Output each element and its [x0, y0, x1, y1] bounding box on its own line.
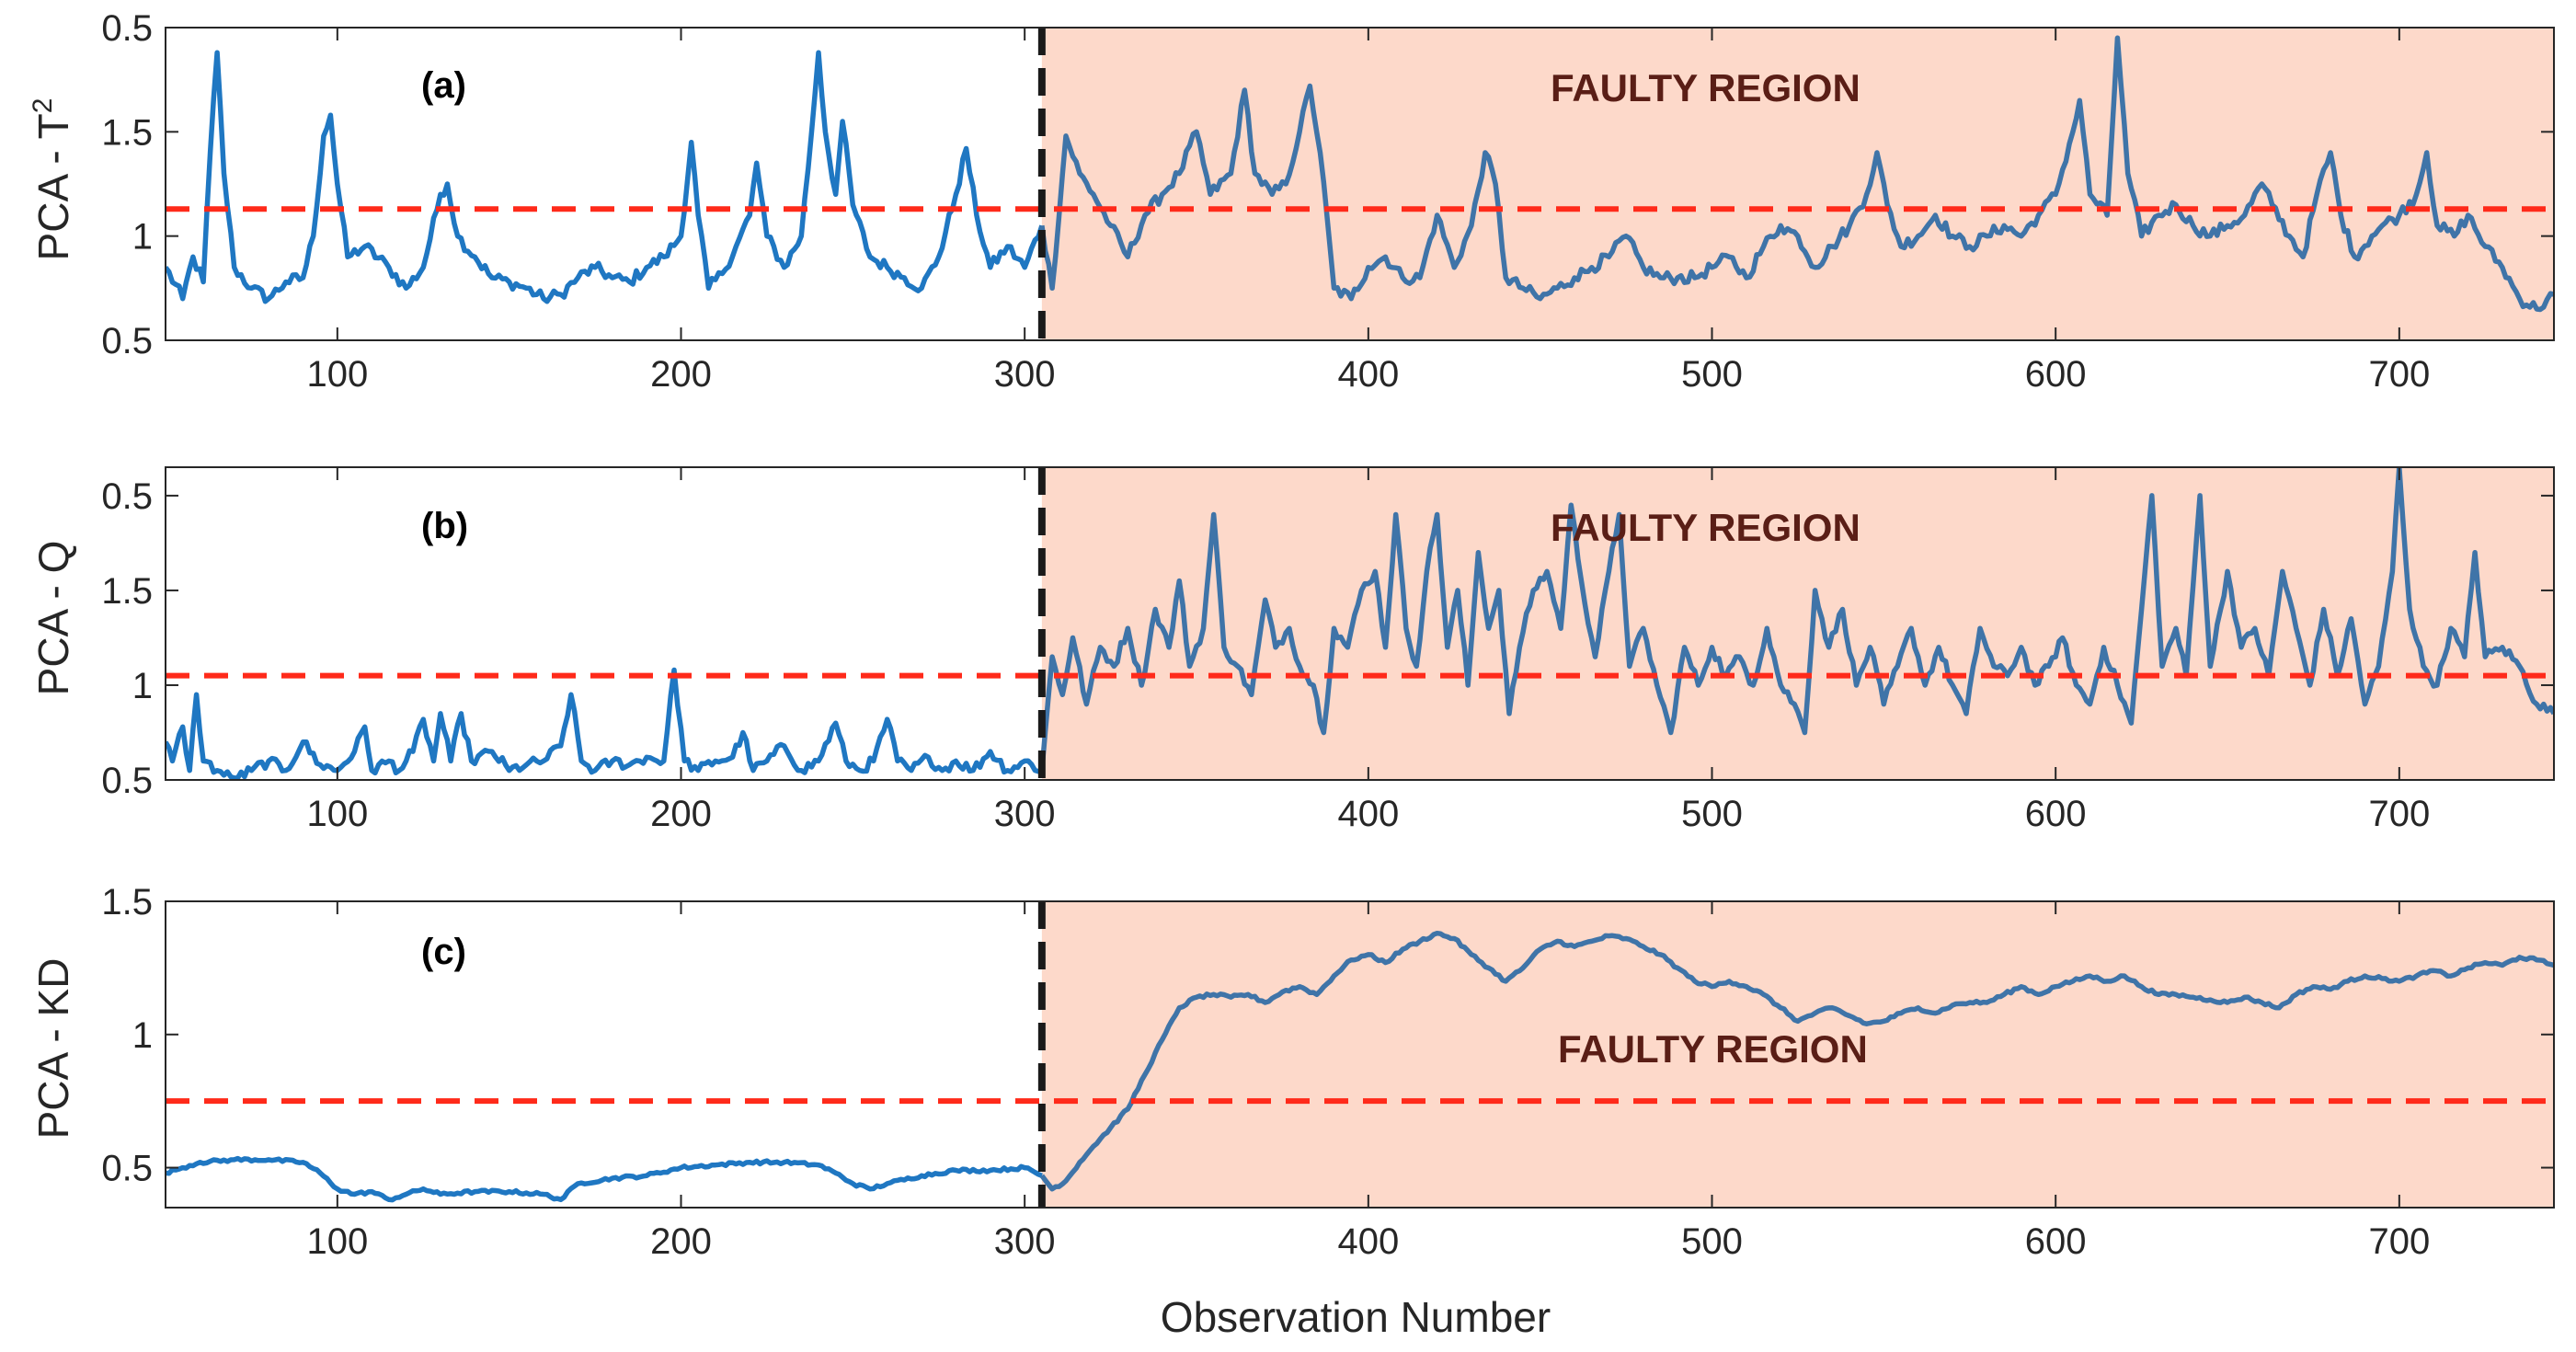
x-tick-label-a: 500 [1681, 354, 1743, 395]
y-tick-label-a: 1 [132, 217, 153, 258]
axes-box-b [165, 466, 2555, 781]
panel-c: 100 200 300 400 500 600 700 0.5 1 1.5 PCA - KD (c)… [29, 882, 2555, 1341]
axes-box-c [165, 900, 2555, 1209]
x-tick-label-a: 200 [650, 354, 712, 395]
x-tick-label-c: 300 [994, 1221, 1056, 1262]
axes-box-a [165, 27, 2555, 341]
series-line-normal-a [166, 50, 1045, 304]
x-tick-label-c: 700 [2368, 1221, 2430, 1262]
panel-label-c: (c) [421, 932, 466, 972]
x-tick-label-b: 300 [994, 794, 1056, 834]
y-tick-label-b: 0.5 [101, 761, 153, 801]
y-tick-label-c: 1.5 [101, 882, 153, 922]
x-tick-label-a: 600 [2025, 354, 2087, 395]
panel-label-b: (b) [421, 506, 468, 546]
x-tick-label-a: 700 [2368, 354, 2430, 395]
x-tick-label-c: 400 [1337, 1221, 1399, 1262]
x-tick-label-b: 500 [1681, 794, 1743, 834]
x-tick-label-b: 400 [1337, 794, 1399, 834]
faulty-region-fill-a [1041, 28, 2554, 340]
faulty-region-label-b: FAULTY REGION [1551, 506, 1860, 549]
x-tick-label-c: 500 [1681, 1221, 1743, 1262]
y-axis-label-c: PCA - KD [29, 958, 77, 1140]
y-tick-label-c: 0.5 [101, 1149, 153, 1189]
x-tick-label-a: 400 [1337, 354, 1399, 395]
faulty-region-label-c: FAULTY REGION [1558, 1027, 1868, 1071]
y-axis-label-b: PCA - Q [29, 541, 77, 696]
faulty-region-label-a: FAULTY REGION [1551, 66, 1860, 109]
series-line-faulty-b [1039, 467, 2554, 771]
series-line-faulty-c [1039, 930, 2554, 1192]
x-tick-label-c: 600 [2025, 1221, 2087, 1262]
faulty-region-fill-b [1041, 467, 2554, 780]
x-tick-label-a: 100 [306, 354, 368, 395]
x-tick-label-a: 300 [994, 354, 1056, 395]
panel-label-a: (a) [421, 65, 466, 106]
y-tick-label-b: 0.5 [101, 476, 153, 517]
x-tick-label-b: 200 [650, 794, 712, 834]
panel-b: 100 200 300 400 500 600 700 0.5 1 1.5 0.5 PCA - Q (… [29, 466, 2555, 834]
y-tick-label-a: 1.5 [101, 112, 153, 153]
y-tick-label-b: 1 [132, 666, 153, 706]
y-axis-label-a: PCA - T2 [28, 98, 77, 261]
x-tick-label-c: 200 [650, 1221, 712, 1262]
x-tick-label-b: 600 [2025, 794, 2087, 834]
series-line-normal-b [166, 667, 1043, 780]
series-line-normal-c [166, 1155, 1043, 1203]
x-tick-label-b: 700 [2368, 794, 2430, 834]
x-axis-label: Observation Number [1161, 1293, 1551, 1341]
x-tick-label-b: 100 [306, 794, 368, 834]
y-tick-label-b: 1.5 [101, 571, 153, 612]
y-tick-label-c: 1 [132, 1015, 153, 1056]
y-tick-label-a: 0.5 [101, 321, 153, 361]
x-tick-label-c: 100 [306, 1221, 368, 1262]
y-tick-label-a: 0.5 [101, 8, 153, 49]
series-line-faulty-a [1039, 35, 2554, 313]
faulty-region-fill-c [1041, 901, 2554, 1208]
